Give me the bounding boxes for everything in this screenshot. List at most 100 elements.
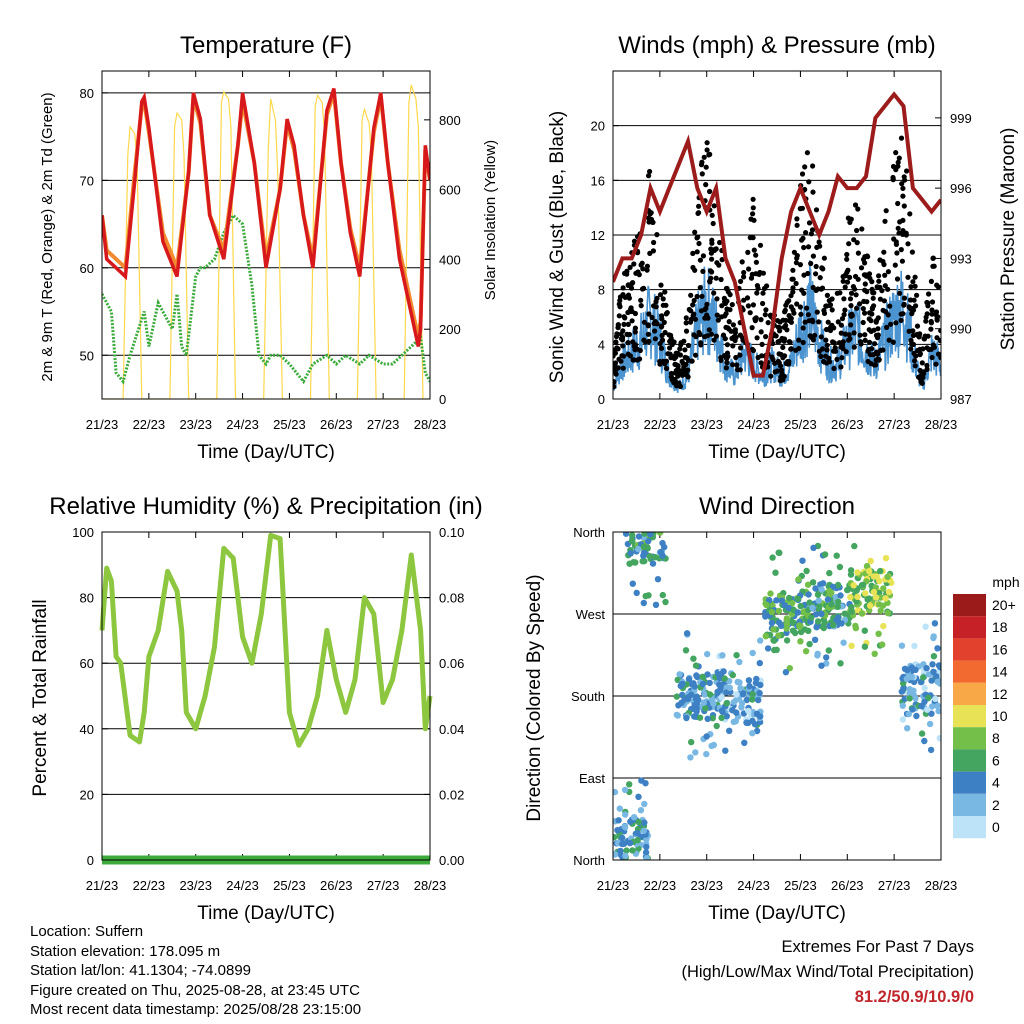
gust-point [846,241,852,247]
gust-point [805,244,812,250]
direction-point [749,691,756,698]
y-axis-label: Percent & Total Rainfall [30,599,51,796]
direction-point [723,689,730,696]
direction-point [834,614,842,621]
gust-point [622,294,628,300]
direction-point [932,695,939,702]
x-tick-label: 26/23 [320,417,353,432]
direction-point [768,619,776,627]
gust-point [788,346,794,352]
direction-point [829,583,837,590]
direction-point [730,718,737,726]
gust-point [928,278,935,284]
y2-tick-label: 999 [950,111,972,126]
gust-point [806,179,812,185]
direction-point [683,714,690,722]
direction-point [906,686,913,693]
gust-point [682,354,688,360]
direction-point [635,793,642,800]
gust-point [935,284,941,290]
colorbar-title: mph [992,574,1019,590]
gust-point [631,357,637,363]
gust-point [911,297,917,303]
gust-point [859,226,865,232]
gust-point [758,329,764,335]
gust-point [659,313,665,319]
colorbar-swatch [953,727,986,750]
gust-point [870,295,876,301]
gust-point [707,151,713,157]
gust-point [799,171,806,177]
gust-point [909,249,916,255]
pressure-line [613,91,941,378]
gust-point [895,200,901,207]
direction-point [818,586,825,593]
gust-point [881,261,887,268]
gust-point [711,337,717,343]
y2-tick-label: 993 [950,251,972,266]
gust-point [794,301,800,307]
direction-point [702,705,709,712]
gust-point [842,273,848,279]
gust-point [869,286,875,292]
direction-point [866,595,873,602]
gust-point [721,295,728,301]
direction-point [643,843,650,851]
gust-point [727,307,733,313]
direction-point [696,714,704,721]
colorbar-label: 16 [992,641,1008,657]
direction-point [794,595,802,603]
gust-point [651,320,657,327]
direction-point [877,567,884,575]
timestamp-text: Most recent data timestamp: 2025/08/28 2… [30,1001,362,1018]
y-tick-label: 8 [598,283,605,298]
direction-point [799,557,806,564]
colorbar-label: 6 [992,752,1000,768]
direction-point [930,668,937,675]
direction-point [773,597,780,604]
gust-point [697,331,703,338]
gust-point [901,203,907,209]
direction-point [749,649,756,657]
y2-tick-label: 990 [950,322,972,337]
gust-point [930,263,936,269]
direction-point [699,673,706,680]
direction-point [812,585,819,592]
gust-point [641,337,647,343]
gust-point [851,344,857,350]
gust-point [707,268,714,274]
direction-point [783,615,791,622]
direction-point [767,590,774,597]
colorbar-swatch [953,705,986,728]
gust-point [681,338,687,344]
direction-point [623,847,630,854]
y-tick-label: 0 [87,853,94,868]
direction-point [884,573,891,581]
x-axis-label: Time (Day/UTC) [708,903,846,924]
direction-point [924,706,931,713]
gust-point [616,301,622,307]
gust-point [662,329,668,336]
direction-point [749,696,756,703]
gust-point [682,347,688,353]
gust-point [872,341,878,347]
gust-point [711,290,717,296]
direction-point [885,588,893,596]
gust-point [804,305,810,311]
gust-point [709,256,715,262]
gust-point [818,334,824,340]
direction-point [837,592,844,599]
gust-point [681,364,687,370]
direction-point [882,555,890,562]
gust-point [864,289,870,295]
direction-point [640,827,647,834]
direction-point [692,662,700,669]
x-tick-label: 27/23 [367,878,400,893]
gust-point [698,308,705,314]
gust-point [699,159,705,165]
gust-point [782,307,788,313]
direction-point [626,839,634,847]
gust-point [824,326,830,333]
direction-point [615,817,622,824]
direction-point [749,730,756,737]
